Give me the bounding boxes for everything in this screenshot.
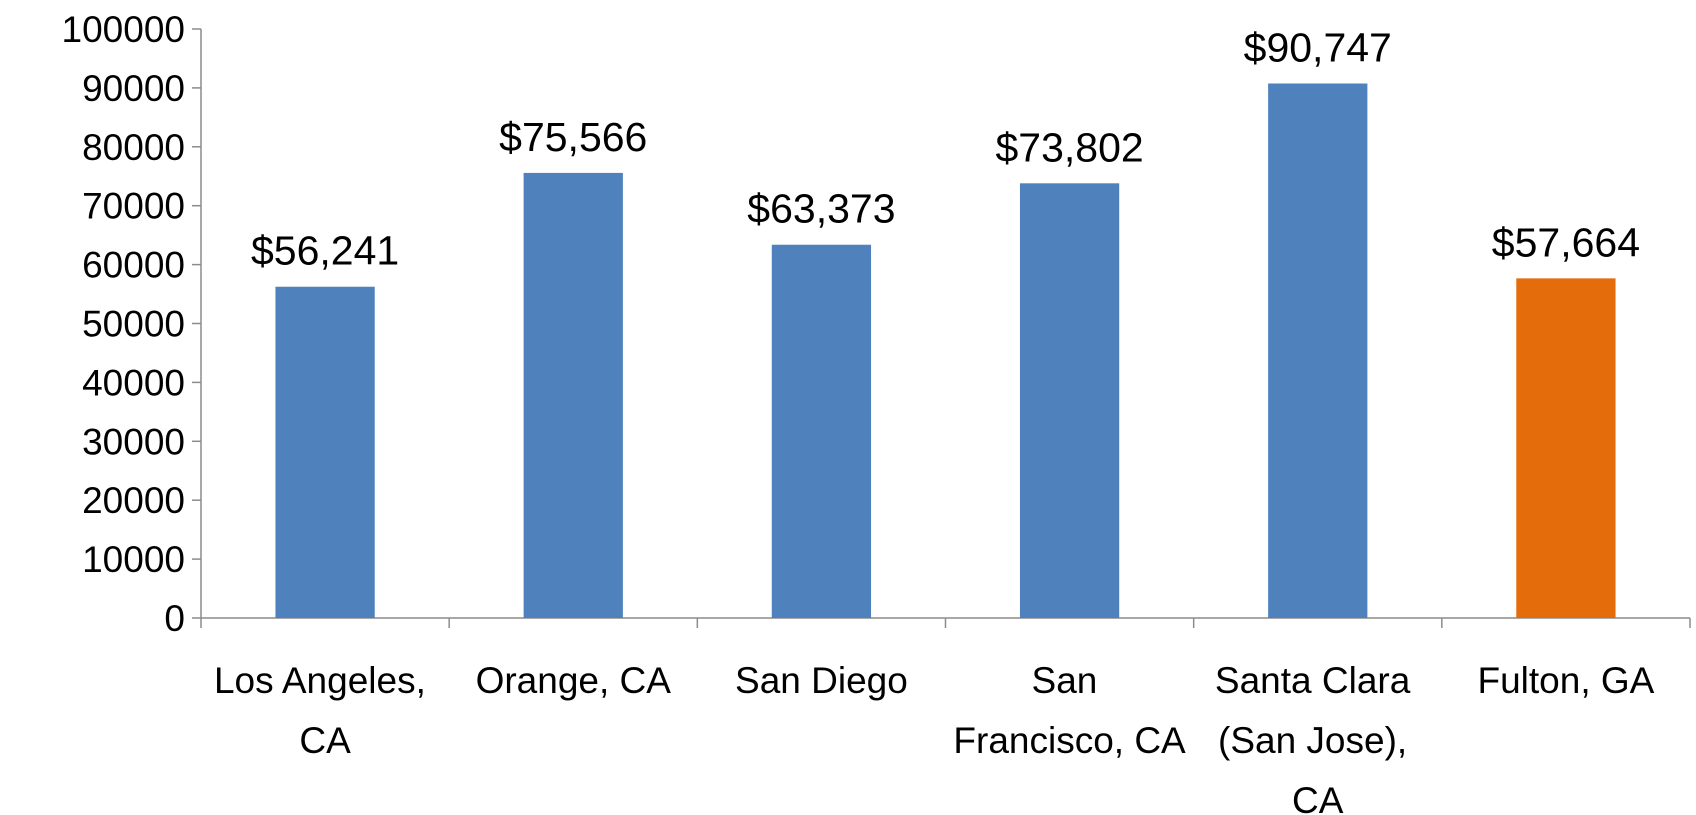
y-tick-label: 10000: [82, 539, 185, 580]
y-tick-label: 100000: [62, 9, 185, 50]
y-tick-label: 20000: [82, 480, 185, 521]
bar: [1516, 278, 1616, 618]
data-label: $90,747: [1244, 25, 1392, 71]
y-tick-label: 90000: [82, 68, 185, 109]
y-tick-label: 0: [164, 598, 185, 639]
data-label: $56,241: [251, 228, 399, 274]
y-tick-label: 60000: [82, 245, 185, 286]
x-tick-label: Santa Clara (San Jose), CA: [1215, 660, 1421, 815]
x-tick-label: San Diego: [735, 660, 908, 701]
bar: [1019, 183, 1120, 618]
y-tick-label: 50000: [82, 304, 185, 345]
y-tick-label: 30000: [82, 421, 185, 462]
bar: [771, 244, 872, 618]
x-tick-label: Los Angeles, CA: [214, 660, 436, 761]
bar: [523, 172, 623, 618]
bar: [275, 286, 375, 618]
y-tick-label: 70000: [82, 186, 185, 227]
data-label: $75,566: [499, 114, 647, 160]
bar: [1268, 83, 1368, 618]
x-tick-label: Orange, CA: [476, 660, 672, 701]
y-tick-label: 80000: [82, 127, 185, 168]
data-label: $73,802: [995, 124, 1143, 170]
y-tick-label: 40000: [82, 362, 185, 403]
x-tick-label: San Francisco, CA: [953, 660, 1186, 761]
data-label: $63,373: [747, 186, 895, 232]
data-label: $57,664: [1492, 219, 1640, 265]
x-tick-label: Fulton, GA: [1477, 660, 1654, 701]
